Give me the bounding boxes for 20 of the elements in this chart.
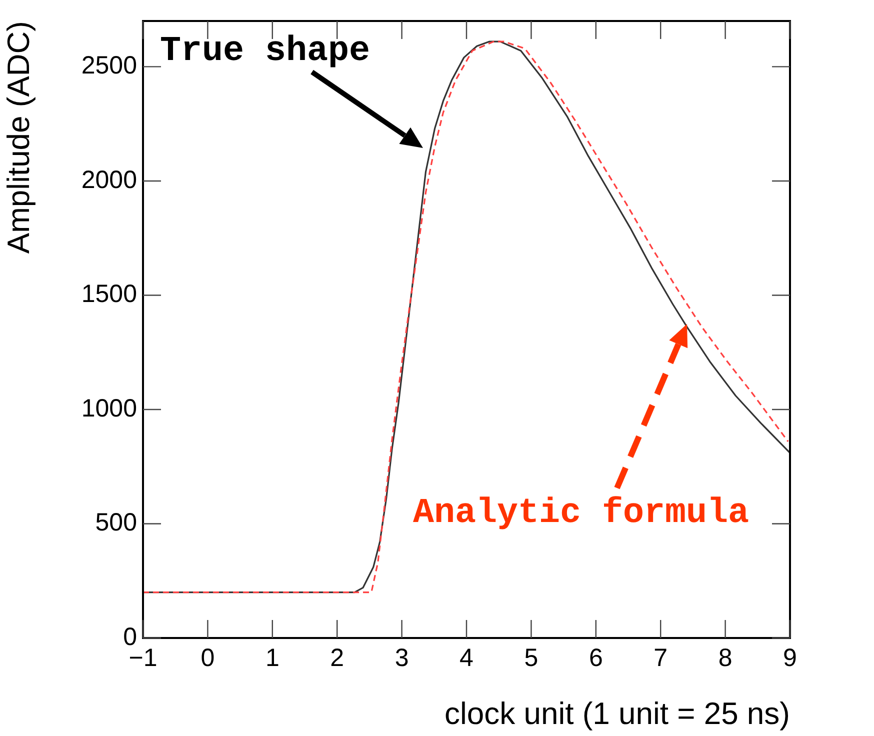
annotation: True shape bbox=[160, 31, 370, 71]
x-tick-label: 7 bbox=[654, 644, 668, 672]
y-tick-label: 1000 bbox=[81, 394, 137, 422]
x-tick-label: 1 bbox=[265, 644, 280, 672]
y-axis-title: Amplitude (ADC) bbox=[1, 21, 36, 254]
x-tick-label: 4 bbox=[460, 644, 474, 672]
x-tick-label: 2 bbox=[330, 644, 344, 672]
x-axis-title: clock unit (1 unit = 25 ns) bbox=[444, 696, 790, 731]
annotation: Analytic formula bbox=[413, 493, 750, 533]
x-tick-label: 3 bbox=[394, 644, 409, 672]
y-tick-label: 2000 bbox=[81, 166, 137, 194]
y-tick-label: 1500 bbox=[81, 280, 137, 308]
x-tick-label: 6 bbox=[588, 644, 603, 672]
x-tick-label: 8 bbox=[718, 644, 732, 672]
y-tick-label: 500 bbox=[95, 508, 137, 537]
x-tick-label: 5 bbox=[524, 644, 538, 672]
y-tick-label: 0 bbox=[123, 622, 137, 651]
x-tick-label: 0 bbox=[200, 644, 215, 672]
x-tick-label: 9 bbox=[783, 644, 797, 672]
y-tick-label: 2500 bbox=[81, 52, 137, 80]
